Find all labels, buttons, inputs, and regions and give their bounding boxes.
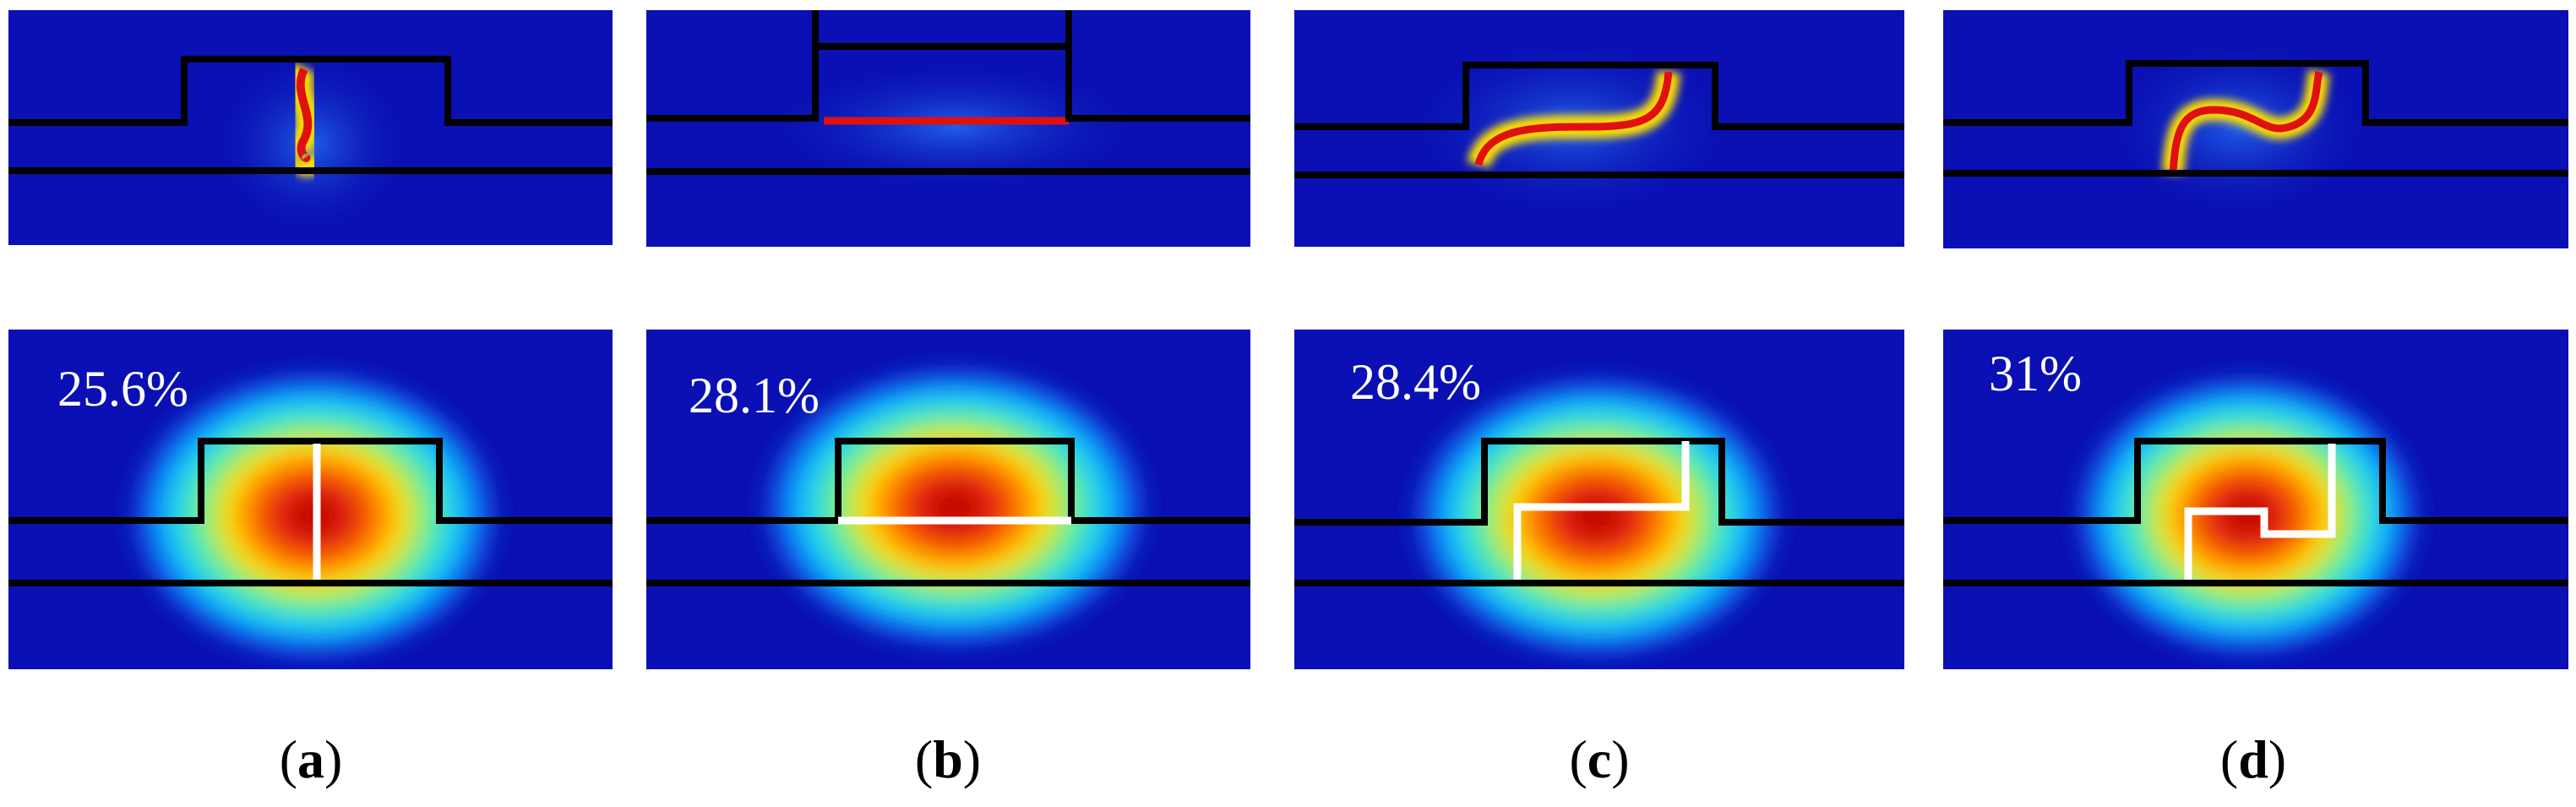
panel-b-bottom-field [646, 330, 1250, 669]
waveguide-outline [646, 10, 1250, 122]
panel-label-c: (c) [1569, 729, 1629, 789]
percentage-label-d: 31% [1989, 346, 2082, 401]
percentage-label-b: 28.1% [689, 368, 820, 423]
waveguide-outline [1294, 438, 1904, 526]
waveguide-outline [1943, 438, 2568, 524]
waveguide-outline [646, 438, 1250, 524]
panel-letter-b: b [933, 729, 963, 789]
svg-text:(d): (d) [2220, 729, 2286, 789]
panel-d-top-field [1943, 10, 2568, 248]
panel-b-top-field [646, 10, 1250, 247]
svg-text:(b): (b) [915, 729, 981, 789]
percentage-label-a: 25.6% [57, 361, 188, 417]
waveguide-outline [8, 438, 613, 524]
panel-a-bottom-field [8, 330, 613, 669]
slot-line [1513, 441, 1690, 580]
panel-letter-a: a [297, 729, 324, 789]
svg-text:(a): (a) [280, 729, 343, 789]
panel-a-top-field [8, 10, 613, 245]
svg-text:(c): (c) [1569, 729, 1629, 789]
slot-line [2184, 444, 2336, 580]
panel-c-top-field [1294, 10, 1904, 247]
waveguide-outline [1943, 60, 2568, 126]
waveguide-outline [8, 56, 613, 126]
panel-c-bottom-field [1294, 330, 1904, 669]
panel-label-a: (a) [280, 729, 343, 789]
waveguide-outline [1294, 62, 1904, 130]
panel-letter-c: c [1588, 729, 1611, 789]
panel-label-d: (d) [2220, 729, 2286, 789]
panel-letter-d: d [2238, 729, 2268, 789]
percentage-label-c: 28.4% [1350, 354, 1481, 410]
panel-d-bottom-field [1943, 330, 2568, 669]
panel-label-b: (b) [915, 729, 981, 789]
